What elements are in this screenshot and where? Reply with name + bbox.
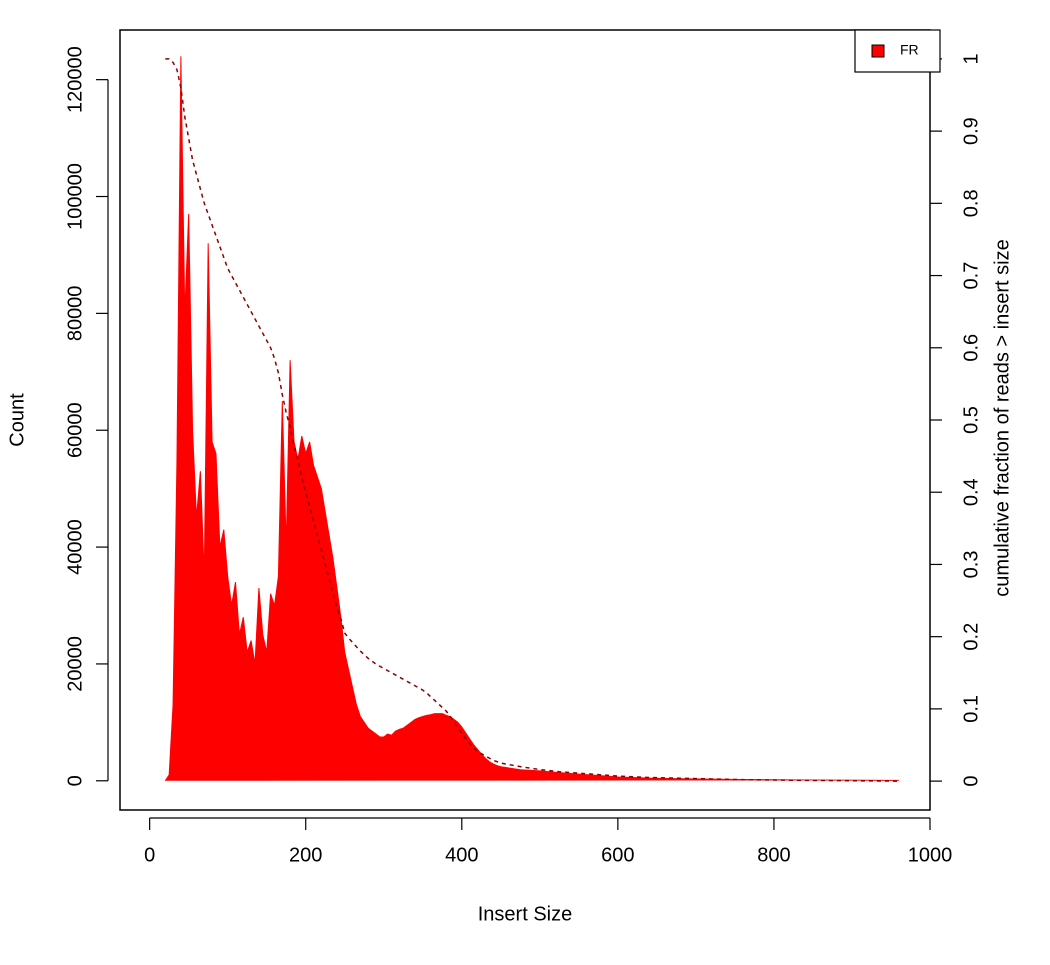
y2-tick-label: 0.5 [960,406,982,434]
y2-tick-label: 1 [960,53,982,64]
legend-label: FR [900,42,919,58]
y2-tick-label: 0.8 [960,189,982,217]
y-tick-label: 40000 [64,519,86,575]
y2-tick-label: 0 [960,776,982,787]
y-tick-label: 60000 [64,402,86,458]
y2-tick-label: 0.6 [960,334,982,362]
y-tick-label: 100000 [64,163,86,230]
x-tick-label: 800 [757,844,790,866]
y2-tick-label: 0.3 [960,551,982,579]
y-tick-label: 20000 [64,636,86,692]
x-tick-label: 200 [289,844,322,866]
y-tick-label: 80000 [64,286,86,342]
y2-axis-title: cumulative fraction of reads > insert si… [991,239,1013,596]
y-tick-label: 0 [64,775,86,786]
y2-tick-label: 0.2 [960,623,982,651]
y-axis-title: Count [6,393,28,447]
legend-box [854,29,941,73]
x-axis-title: Insert Size [478,903,572,925]
x-tick-label: 1000 [908,844,953,866]
y2-tick-label: 0.7 [960,262,982,290]
legend-swatch [871,44,885,58]
x-tick-label: 600 [601,844,634,866]
y2-tick-label: 0.1 [960,695,982,723]
area [164,56,899,782]
y-tick-label: 120000 [64,46,86,113]
line [165,58,899,782]
y2-tick-label: 0.4 [960,478,982,506]
x-tick-label: 0 [144,844,155,866]
y2-tick-label: 0.9 [960,117,982,145]
x-tick-label: 400 [445,844,478,866]
